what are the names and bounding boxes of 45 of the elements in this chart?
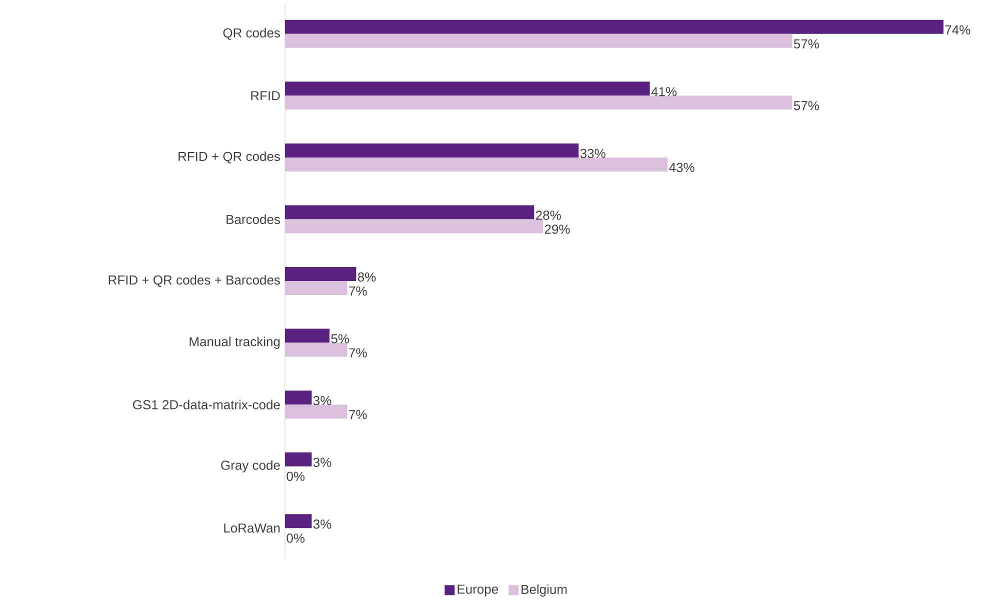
bar <box>285 34 792 48</box>
bar <box>285 96 792 110</box>
bar <box>285 404 348 419</box>
bar <box>285 342 348 357</box>
y-tick-label: RFID <box>251 91 280 100</box>
data-label: 29% <box>544 224 570 234</box>
y-tick-label: QR codes <box>223 28 280 40</box>
data-label: 0% <box>286 472 305 481</box>
y-tick-label: Barcodes <box>226 214 280 224</box>
data-label: 28% <box>536 210 561 220</box>
bar <box>285 82 650 96</box>
data-label: 57% <box>794 101 819 110</box>
data-label: 7% <box>349 286 367 296</box>
data-label: 3% <box>313 458 332 467</box>
bar <box>285 267 356 282</box>
data-label: 0% <box>286 534 305 543</box>
data-label: 43% <box>669 162 694 172</box>
legend-label: Belgium <box>522 584 567 597</box>
legend-label: Europe <box>458 584 498 596</box>
data-label: 74% <box>945 25 970 34</box>
bar <box>285 390 312 405</box>
data-label: 3% <box>313 520 332 529</box>
data-label: 7% <box>349 410 367 420</box>
data-label: 5% <box>331 334 350 344</box>
y-tick-label: LoRaWan <box>224 524 280 533</box>
bar <box>285 281 348 296</box>
data-label: 7% <box>349 348 367 358</box>
data-label: 8% <box>358 272 376 282</box>
data-label: 33% <box>580 148 606 158</box>
bar <box>285 20 944 34</box>
bar <box>285 143 579 158</box>
bar <box>285 205 534 220</box>
bar <box>285 452 312 466</box>
y-tick-label: Manual tracking <box>190 336 280 349</box>
y-tick-label: RFID + QR codes <box>178 152 280 164</box>
data-label: 41% <box>651 87 677 96</box>
y-tick-label: RFID + QR codes + Barcodes <box>108 275 280 287</box>
bar <box>285 219 544 234</box>
bar <box>285 157 668 172</box>
bar <box>285 514 312 528</box>
data-label: 57% <box>794 39 819 48</box>
y-tick-label: GS1 2D-data-matrix-code <box>133 400 280 410</box>
bar <box>285 328 330 343</box>
y-tick-label: Gray code <box>221 460 280 472</box>
data-label: 3% <box>313 396 332 406</box>
